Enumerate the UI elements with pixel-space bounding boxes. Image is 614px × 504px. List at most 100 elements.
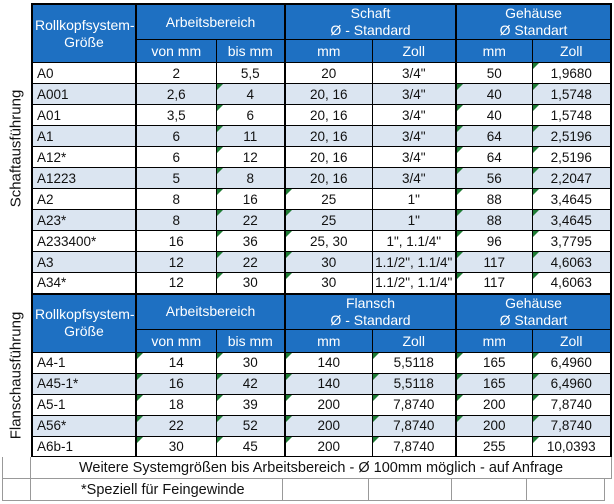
note-indicator-icon [533, 353, 539, 359]
value-cell: 22 [135, 414, 217, 437]
table-row: A6b-1 30 45 200 7,8740 255 10,0393 [31, 435, 612, 458]
note-indicator-icon [287, 353, 292, 359]
note-indicator-icon [138, 437, 143, 443]
note-indicator-icon [287, 416, 292, 422]
value-cell: 2,5196 [531, 125, 612, 147]
value-cell: 117 [455, 272, 533, 294]
value-cell: 3/4" [371, 62, 457, 84]
value-cell: 117 [455, 251, 533, 273]
value-cell: 25 [284, 188, 373, 210]
table-row: A45-1* 16 42 140 5,5118 165 6,4960 [31, 372, 612, 395]
empty-cell [526, 479, 605, 501]
note-indicator-icon [458, 84, 463, 90]
note-indicator-icon [287, 395, 292, 401]
note-indicator-icon [217, 210, 223, 216]
footnote-weitere-systemgroessen: Weitere Systemgrößen bis Arbeitsbereich … [30, 457, 612, 479]
value-cell: 11 [215, 125, 286, 147]
header-line: Größe [64, 323, 104, 339]
value-cell: 140 [284, 372, 373, 395]
value-cell: 96 [455, 230, 533, 252]
header-flansch: Flansch Ø - Standard [284, 292, 457, 330]
note-indicator-icon [217, 147, 223, 153]
system-size-cell: A45-1* [31, 372, 137, 395]
note-indicator-icon [533, 168, 539, 174]
header-row-groups: Rollkopfsystem- Größe Arbeitsbereich Sch… [31, 3, 612, 63]
system-size-cell: A1 [31, 125, 137, 147]
header-row-units: von mm bis mm mm Zoll mm Zoll [32, 39, 612, 63]
value-cell: 3/4" [371, 167, 457, 189]
header-gehaeuse-zoll: Zoll [531, 39, 612, 63]
note-indicator-icon [287, 189, 292, 195]
system-size-cell: A2 [31, 188, 137, 210]
value-cell: 4 [215, 83, 286, 105]
value-cell: 4,6063 [531, 251, 612, 273]
header-line: Ø Standart [499, 311, 568, 328]
value-cell: 20 [284, 62, 373, 84]
system-size-cell: A5-1 [31, 393, 137, 416]
header-rollkopfsystem-groesse: Rollkopfsystem- Größe [31, 3, 137, 63]
note-indicator-icon [217, 84, 223, 90]
header-schaft: Schaft Ø - Standard [284, 3, 457, 40]
note-indicator-icon [217, 231, 223, 237]
system-size-cell: A12* [31, 146, 137, 168]
value-cell: 200 [284, 393, 373, 416]
value-cell: 5,5118 [371, 351, 457, 374]
note-indicator-icon [217, 168, 223, 174]
value-cell: 64 [455, 146, 533, 168]
value-cell: 4,6063 [531, 272, 612, 294]
header-flansch-zoll: Zoll [371, 328, 457, 353]
note-indicator-icon [458, 273, 463, 279]
header-rollkopfsystem-groesse: Rollkopfsystem- Größe [31, 292, 137, 353]
note-indicator-icon [533, 105, 539, 111]
note-indicator-icon [373, 416, 379, 422]
value-cell: 30 [284, 251, 373, 273]
note-indicator-icon [373, 395, 379, 401]
value-cell: 22 [215, 251, 286, 273]
note-indicator-icon [533, 147, 539, 153]
value-cell: 16 [135, 230, 217, 252]
value-cell: 1" [371, 188, 457, 210]
section-schaft-rows: A0 2 5,5 20 3/4" 50 1,9680 A001 2,6 4 20, 16 3/4" 40… [31, 62, 612, 294]
empty-cell [2, 479, 31, 501]
header-line: Gehäuse [505, 5, 562, 21]
value-cell: 40 [455, 104, 533, 126]
note-indicator-icon [217, 374, 223, 380]
value-cell: 1", 1.1/4" [371, 230, 457, 252]
system-size-cell: A34* [31, 272, 137, 294]
note-indicator-icon [533, 416, 539, 422]
note-indicator-icon [138, 416, 143, 422]
value-cell: 36 [215, 230, 286, 252]
note-indicator-icon [458, 210, 463, 216]
value-cell: 2,2047 [531, 167, 612, 189]
empty-cell [368, 479, 452, 501]
value-cell: 12 [135, 272, 217, 294]
value-cell: 7,8740 [371, 435, 457, 458]
header-von-mm: von mm [135, 39, 217, 63]
header-schaft-mm: mm [284, 39, 373, 63]
header-gehaeuse: Gehäuse Ø Standart [454, 3, 612, 40]
value-cell: 5 [135, 167, 217, 189]
value-cell: 56 [455, 167, 533, 189]
value-cell: 8 [135, 209, 217, 231]
value-cell: 30 [215, 272, 286, 294]
header-line: Arbeitsbereich [165, 13, 256, 30]
header-line: Gehäuse [505, 294, 562, 311]
footer-row-1: Weitere Systemgrößen bis Arbeitsbereich … [2, 457, 613, 479]
value-cell: 165 [455, 351, 533, 374]
value-cell: 52 [215, 414, 286, 437]
empty-cell [451, 479, 527, 501]
note-indicator-icon [217, 273, 223, 279]
note-indicator-icon [287, 374, 292, 380]
note-indicator-icon [533, 374, 539, 380]
value-cell: 7,8740 [371, 414, 457, 437]
table-row: A5-1 18 39 200 7,8740 200 7,8740 [31, 393, 612, 416]
system-size-cell: A01 [31, 104, 137, 126]
value-cell: 8 [135, 188, 217, 210]
header-line: Arbeitsbereich [165, 303, 256, 319]
value-cell: 200 [284, 435, 373, 458]
footer-row-2: *Speziell für Feingewinde [2, 479, 613, 501]
value-cell: 3/4" [371, 104, 457, 126]
value-cell: 20, 16 [284, 125, 373, 147]
value-cell: 20, 16 [284, 83, 373, 105]
